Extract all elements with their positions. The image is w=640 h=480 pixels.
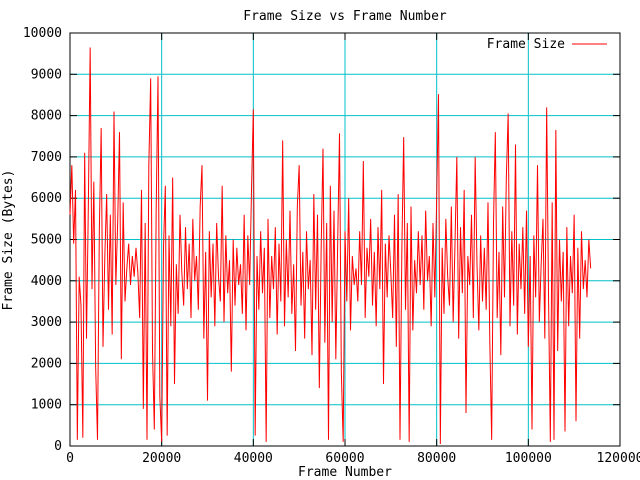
axis-ticks [69, 32, 621, 447]
y-tick-label: 4000 [31, 274, 62, 289]
x-tick-label: 100000 [505, 451, 552, 466]
y-tick-label: 1000 [31, 398, 62, 413]
x-tick-label: 0 [66, 451, 74, 466]
y-tick-label: 9000 [31, 67, 62, 82]
x-tick-label: 80000 [417, 451, 456, 466]
x-tick-label: 60000 [325, 451, 364, 466]
y-axis-label: Frame Size (Bytes) [1, 170, 16, 311]
y-tick-label: 8000 [31, 109, 62, 124]
frame-size-line [69, 47, 592, 444]
y-tick-label: 6000 [31, 191, 62, 206]
y-tick-label: 0 [54, 439, 62, 454]
y-tick-label: 2000 [31, 356, 62, 371]
y-tick-label: 10000 [23, 26, 62, 41]
x-tick-label: 120000 [597, 451, 640, 466]
data-series-frame-size [69, 47, 592, 444]
y-tick-label: 7000 [31, 150, 62, 165]
legend: Frame Size [487, 37, 607, 52]
y-tick-label: 3000 [31, 315, 62, 330]
x-tick-label: 40000 [234, 451, 273, 466]
tick-labels: 0 20000 40000 60000 80000 100000 120000 0 1000 20… [23, 26, 640, 466]
chart-title: Frame Size vs Frame Number [243, 9, 447, 24]
x-tick-label: 20000 [142, 451, 181, 466]
x-axis-label: Frame Number [298, 465, 392, 480]
y-tick-label: 5000 [31, 233, 62, 248]
legend-label-frame-size: Frame Size [487, 37, 565, 52]
